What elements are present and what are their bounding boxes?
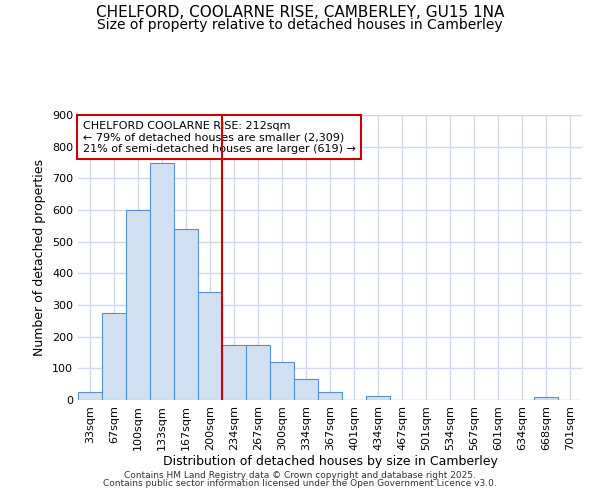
Text: CHELFORD COOLARNE RISE: 212sqm
← 79% of detached houses are smaller (2,309)
21% : CHELFORD COOLARNE RISE: 212sqm ← 79% of … <box>83 120 356 154</box>
Bar <box>222 344 246 400</box>
Bar <box>78 392 102 400</box>
Bar <box>102 313 126 400</box>
Bar <box>270 362 294 400</box>
Bar <box>318 392 342 400</box>
Bar <box>246 344 270 400</box>
Bar <box>294 380 318 400</box>
Text: Contains public sector information licensed under the Open Government Licence v3: Contains public sector information licen… <box>103 478 497 488</box>
Y-axis label: Number of detached properties: Number of detached properties <box>34 159 46 356</box>
Bar <box>366 396 390 400</box>
Bar <box>126 210 150 400</box>
Text: CHELFORD, COOLARNE RISE, CAMBERLEY, GU15 1NA: CHELFORD, COOLARNE RISE, CAMBERLEY, GU15… <box>96 5 504 20</box>
X-axis label: Distribution of detached houses by size in Camberley: Distribution of detached houses by size … <box>163 456 497 468</box>
Bar <box>174 229 198 400</box>
Bar <box>534 398 558 400</box>
Text: Size of property relative to detached houses in Camberley: Size of property relative to detached ho… <box>97 18 503 32</box>
Bar <box>150 162 174 400</box>
Text: Contains HM Land Registry data © Crown copyright and database right 2025.: Contains HM Land Registry data © Crown c… <box>124 471 476 480</box>
Bar <box>198 292 222 400</box>
